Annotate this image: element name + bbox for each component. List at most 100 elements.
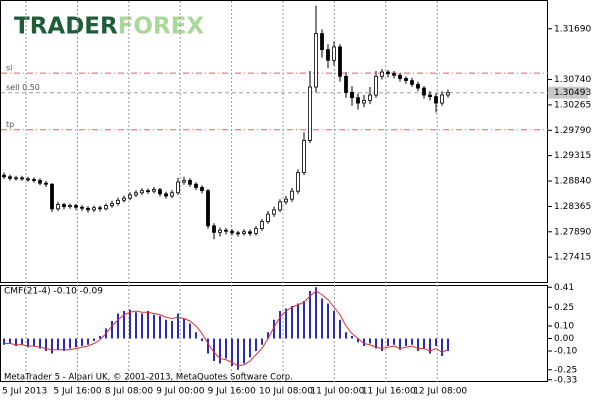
cmf-bar bbox=[447, 338, 449, 351]
cmf-bar bbox=[345, 332, 347, 339]
candle-body bbox=[308, 86, 312, 141]
y-tick-label: -0.10 bbox=[554, 347, 578, 357]
cmf-bar bbox=[135, 312, 137, 339]
cmf-bar bbox=[441, 338, 443, 356]
candle-body bbox=[104, 205, 108, 210]
candle-body bbox=[326, 49, 330, 61]
cmf-bar bbox=[15, 338, 17, 346]
candle-body bbox=[200, 187, 204, 192]
signal-line bbox=[4, 290, 449, 367]
cmf-bar bbox=[9, 338, 11, 344]
candle-body bbox=[224, 229, 228, 232]
cmf-bar bbox=[285, 308, 287, 339]
candle-body bbox=[350, 91, 354, 99]
candle-body bbox=[74, 205, 78, 208]
cmf-bar bbox=[177, 313, 179, 339]
cmf-bar bbox=[147, 311, 149, 339]
cmf-bar bbox=[351, 336, 353, 339]
cmf-bar bbox=[33, 338, 35, 346]
candle-body bbox=[296, 172, 300, 192]
cmf-bar bbox=[189, 323, 191, 339]
cmf-bar bbox=[297, 303, 299, 339]
candle-body bbox=[122, 197, 126, 201]
cmf-bar bbox=[51, 338, 53, 354]
y-tick-label: -0.25 bbox=[554, 365, 577, 375]
candle-body bbox=[332, 46, 336, 61]
cmf-bar bbox=[303, 301, 305, 339]
candle-body bbox=[38, 180, 42, 184]
cmf-bar bbox=[291, 306, 293, 339]
cmf-bar bbox=[183, 318, 185, 339]
x-tick-label: 12 Jul 08:00 bbox=[413, 387, 467, 397]
candle-body bbox=[98, 207, 102, 210]
main-frame bbox=[0, 0, 548, 283]
candle-body bbox=[446, 92, 450, 96]
cmf-bar bbox=[129, 309, 131, 339]
cmf-bar bbox=[171, 321, 173, 339]
candle-body bbox=[20, 177, 24, 180]
x-tick-label: 9 Jul 00:00 bbox=[156, 387, 205, 397]
candle-body bbox=[56, 204, 60, 210]
cmf-bar bbox=[39, 338, 41, 349]
candle-body bbox=[272, 209, 276, 215]
y-tick-label: 0.25 bbox=[554, 303, 574, 313]
cmf-bar bbox=[63, 338, 65, 351]
candle-body bbox=[152, 189, 156, 192]
candle-body bbox=[134, 192, 138, 196]
cmf-bar bbox=[339, 319, 341, 339]
candle-body bbox=[128, 194, 132, 199]
candle-body bbox=[158, 189, 162, 195]
cmf-bar bbox=[327, 303, 329, 339]
candle-body bbox=[206, 190, 210, 227]
cmf-bar bbox=[219, 338, 221, 364]
logo: TRADER bbox=[14, 14, 118, 40]
price-tag bbox=[548, 86, 588, 99]
level-label: tp bbox=[6, 120, 14, 129]
price-tag-label: 1.30493 bbox=[554, 88, 591, 98]
y-tick-label: 1.28365 bbox=[554, 202, 591, 212]
x-tick-label: 11 Jul 16:00 bbox=[362, 387, 416, 397]
cmf-bar bbox=[69, 338, 71, 349]
candle-body bbox=[374, 75, 378, 96]
cmf-bar bbox=[399, 338, 401, 350]
candle-body bbox=[92, 207, 96, 211]
cmf-bar bbox=[429, 338, 431, 354]
cmf-bar bbox=[369, 338, 371, 344]
candle-body bbox=[176, 181, 180, 194]
x-tick-label: 11 Jul 00:00 bbox=[310, 387, 364, 397]
candle-body bbox=[398, 74, 402, 79]
cmf-bar bbox=[213, 338, 215, 361]
cmf-bar bbox=[255, 338, 257, 351]
x-tick-label: 5 Jul 2013 bbox=[2, 387, 47, 397]
cmf-bar bbox=[321, 298, 323, 339]
y-tick-label: 1.28840 bbox=[554, 177, 591, 187]
cmf-bar bbox=[363, 338, 365, 346]
x-tick-label: 8 Jul 08:00 bbox=[105, 387, 154, 397]
candle-body bbox=[236, 232, 240, 235]
cmf-bar bbox=[357, 338, 359, 343]
cmf-bar bbox=[243, 338, 245, 364]
candle-body bbox=[356, 97, 360, 104]
level-label: sell 0.50 bbox=[6, 83, 40, 92]
y-tick-label: 0.00 bbox=[554, 334, 574, 344]
y-tick-label: 0.41 bbox=[554, 283, 574, 293]
candle-body bbox=[440, 94, 444, 104]
candle-body bbox=[386, 71, 390, 75]
candle-body bbox=[266, 213, 270, 223]
cmf-bar bbox=[273, 319, 275, 339]
y-tick-label: 1.31690 bbox=[554, 24, 591, 34]
cmf-bar bbox=[93, 338, 95, 341]
cmf-bar bbox=[99, 336, 101, 339]
cmf-bar bbox=[159, 316, 161, 339]
candle-body bbox=[278, 201, 282, 211]
candle-body bbox=[254, 228, 258, 234]
cmf-bar bbox=[123, 311, 125, 339]
candle-body bbox=[404, 78, 408, 81]
candle-body bbox=[26, 178, 30, 181]
candle-body bbox=[368, 94, 372, 101]
cmf-bar bbox=[45, 338, 47, 351]
cmf-bar bbox=[381, 338, 383, 351]
indicator-title: CMF(21-4) -0.10 -0.09 bbox=[4, 287, 103, 297]
cmf-bar bbox=[237, 338, 239, 370]
